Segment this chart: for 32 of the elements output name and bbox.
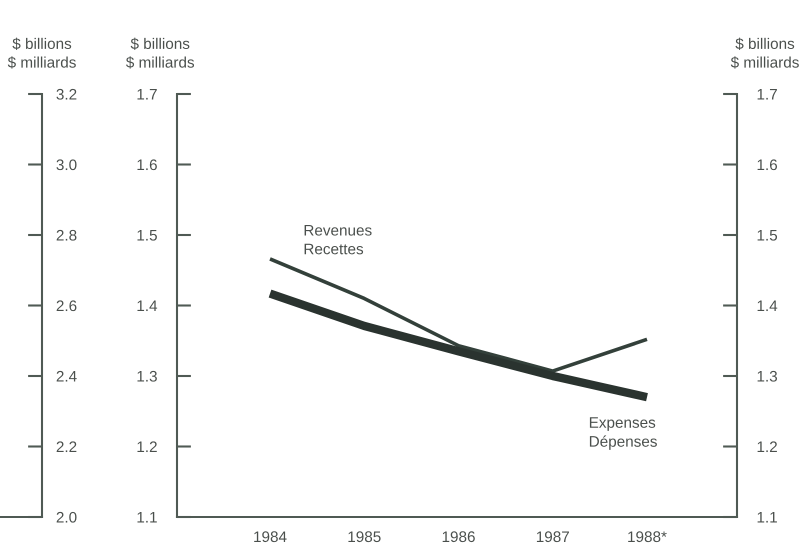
y2-tick-label: 1.4 xyxy=(758,300,778,312)
series-label: Expenses Dépenses xyxy=(590,417,657,450)
y3-tick-label: 2.4 xyxy=(56,370,77,382)
y-tick-label: 1.1 xyxy=(137,512,157,523)
x-tick-label: 1987 xyxy=(536,531,569,542)
y2-tick-label: 1.2 xyxy=(758,441,777,452)
y3-tick-label: 2.0 xyxy=(56,512,77,523)
y-tick-label: 1.3 xyxy=(137,370,157,382)
series-label: Revenues Recettes xyxy=(304,225,372,254)
y-tick-label: 1.5 xyxy=(137,230,157,241)
y3-tick-label: 2.2 xyxy=(56,441,76,452)
y-axis-title: $ billions $ milliards xyxy=(126,38,194,69)
y-tick-label: 1.7 xyxy=(137,89,157,100)
x-tick-label: 1986 xyxy=(442,531,475,542)
y-tick-label: 1.6 xyxy=(137,159,157,170)
y3-tick-label: 2.8 xyxy=(56,230,76,241)
y3-tick-label: 2.6 xyxy=(56,300,76,312)
y3-axis-title: $ billions $ milliards xyxy=(8,38,76,69)
y3-tick-label: 3.0 xyxy=(56,159,77,170)
x-tick-label: 1985 xyxy=(348,531,381,542)
x-tick-label: 1988* xyxy=(628,531,667,542)
x-tick-label: 1984 xyxy=(254,531,287,542)
y-tick-label: 1.2 xyxy=(137,441,157,452)
line-series xyxy=(268,257,649,373)
y2-tick-label: 1.1 xyxy=(758,512,777,523)
y2-tick-label: 1.6 xyxy=(758,159,778,170)
y2-tick-label: 1.3 xyxy=(758,370,778,382)
y3-tick-label: 3.2 xyxy=(56,88,76,100)
y2-tick-label: 1.7 xyxy=(758,89,777,100)
y-tick-label: 1.4 xyxy=(137,300,158,312)
y2-tick-label: 1.5 xyxy=(758,230,778,241)
y2-axis-title: $ billions $ milliards xyxy=(730,38,799,69)
